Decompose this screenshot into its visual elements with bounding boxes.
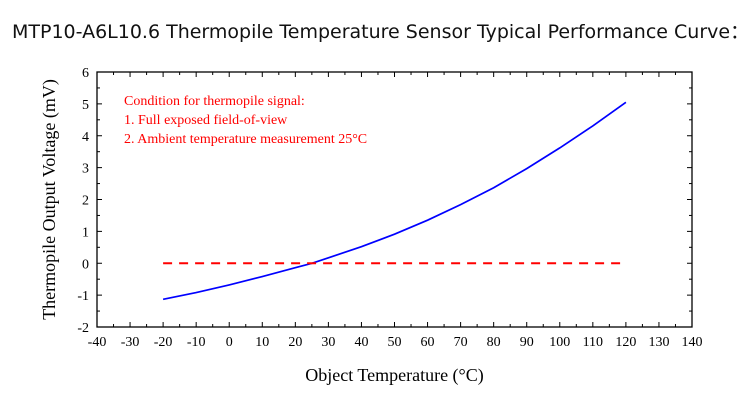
x-tick-label: -40: [88, 335, 107, 350]
y-tick-label: 3: [82, 162, 89, 177]
x-tick-label: 30: [321, 335, 335, 350]
x-tick-label: 100: [549, 335, 570, 350]
plot-frame: [96, 71, 693, 328]
condition-annotation-line: 2. Ambient temperature measurement 25°C: [124, 132, 367, 147]
annotations: Condition for thermopile signal: 1. Full …: [124, 94, 367, 147]
x-tick-label: 110: [583, 335, 603, 350]
y-tick-label: 1: [82, 225, 89, 240]
y-tick-label: 6: [82, 66, 89, 81]
y-tick-label: 5: [82, 98, 89, 113]
x-tick-label: 80: [487, 335, 501, 350]
y-tick-label: 2: [82, 194, 89, 209]
series-layer: [162, 101, 627, 301]
y-tick-label: 4: [82, 130, 89, 145]
y-tick-label: -2: [77, 321, 89, 336]
y-axis-label: Thermopile Output Voltage (mV): [39, 79, 60, 320]
x-tick-label: 70: [454, 335, 468, 350]
axes: -40 -30 -20 -10 0 10 20 30 40 50 60 70 80 90 100 110 120…: [39, 66, 703, 386]
x-tick-label: 140: [682, 335, 703, 350]
condition-annotation-line: Condition for thermopile signal:: [124, 94, 305, 109]
x-tick-label: 60: [421, 335, 435, 350]
x-tick-label: 50: [388, 335, 402, 350]
x-tick-label: 0: [226, 335, 233, 350]
output-voltage-curve: [162, 101, 627, 301]
x-tick-label: 90: [520, 335, 534, 350]
x-tick-label: 40: [354, 335, 368, 350]
x-tick-label: -20: [154, 335, 173, 350]
x-tick-label: -30: [121, 335, 140, 350]
condition-annotation-line: 1. Full exposed field-of-view: [124, 113, 288, 128]
x-tick-label: 20: [288, 335, 302, 350]
x-tick-label: 120: [615, 335, 636, 350]
y-tick-label: 0: [82, 257, 89, 272]
x-tick-label: 130: [648, 335, 669, 350]
x-axis-label: Object Temperature (°C): [305, 365, 484, 386]
chart-title: MTP10-A6L10.6 Thermopile Temperature Sen…: [12, 21, 750, 43]
y-tick-label: -1: [77, 289, 89, 304]
x-tick-label: 10: [255, 335, 269, 350]
x-tick-label: -10: [187, 335, 206, 350]
